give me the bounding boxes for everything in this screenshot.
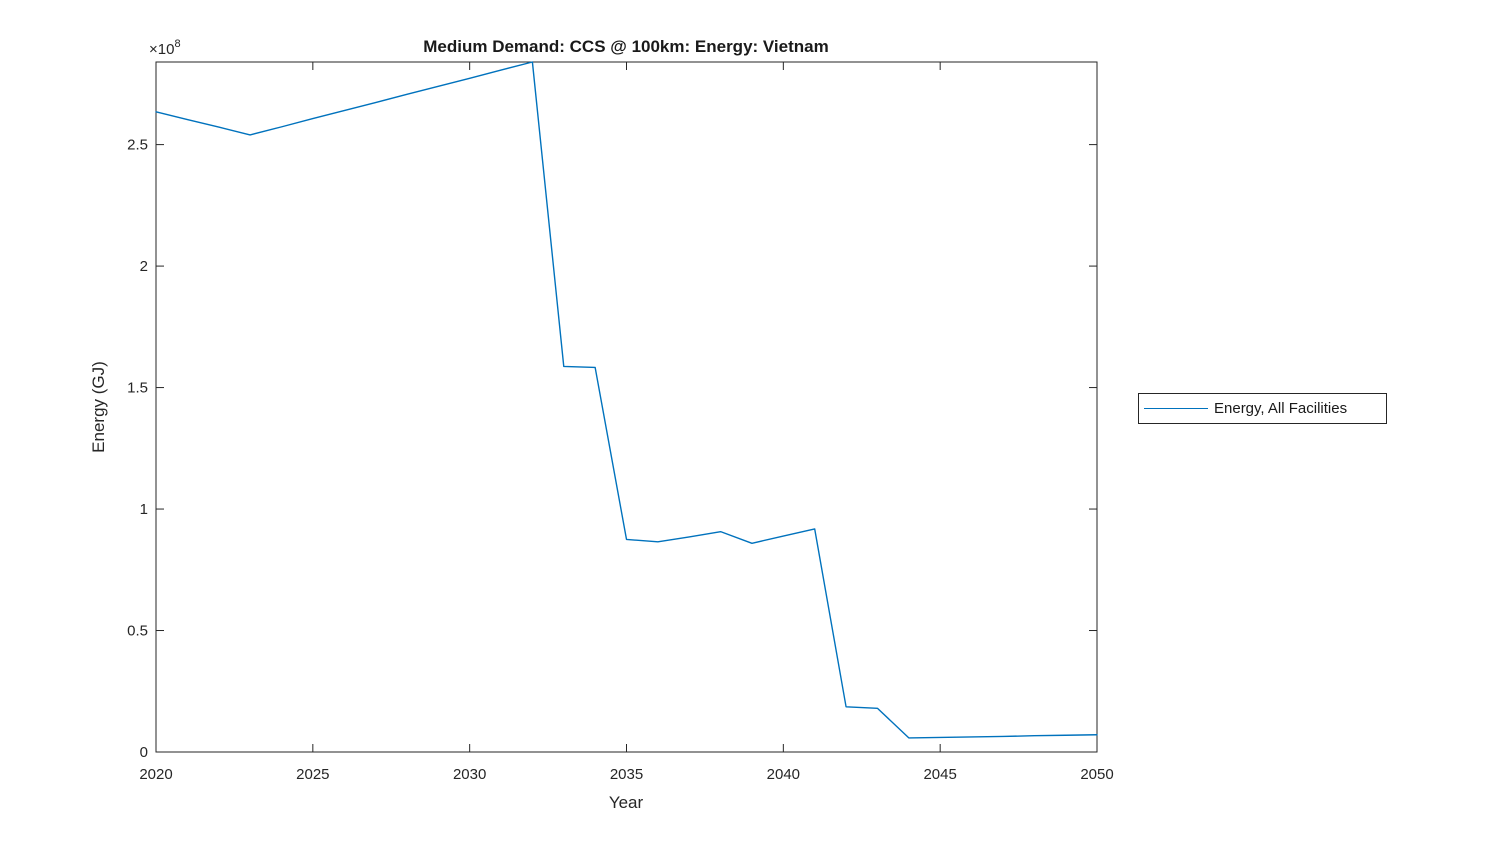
axes-box xyxy=(155,61,1098,753)
svg-text:2.5: 2.5 xyxy=(127,137,148,154)
x-axis-label: Year xyxy=(609,793,644,812)
tick-labels: 2020 2025 2030 2035 2040 2045 2050 0 0.5 1 1.5 2 2.5 xyxy=(127,137,1114,783)
legend-box: Energy, All Facilities xyxy=(1138,393,1387,424)
legend-line-sample xyxy=(1144,408,1208,409)
svg-text:2020: 2020 xyxy=(139,766,172,783)
series-line-energy xyxy=(155,61,1098,739)
svg-text:1: 1 xyxy=(140,501,148,518)
chart-title: Medium Demand: CCS @ 100km: Energy: Viet… xyxy=(423,37,828,56)
svg-text:2030: 2030 xyxy=(453,766,486,783)
svg-text:2025: 2025 xyxy=(296,766,329,783)
y-axis-label: Energy (GJ) xyxy=(89,361,108,453)
svg-text:2040: 2040 xyxy=(767,766,800,783)
legend-entry-label: Energy, All Facilities xyxy=(1214,400,1348,417)
svg-text:1.5: 1.5 xyxy=(127,380,148,397)
svg-text:2035: 2035 xyxy=(610,766,643,783)
svg-text:0.5: 0.5 xyxy=(127,623,148,640)
svg-text:0: 0 xyxy=(140,744,148,761)
svg-text:2045: 2045 xyxy=(923,766,956,783)
y-axis-scale-label: ×108 xyxy=(149,38,181,58)
svg-text:2050: 2050 xyxy=(1080,766,1113,783)
svg-text:2: 2 xyxy=(140,258,148,275)
